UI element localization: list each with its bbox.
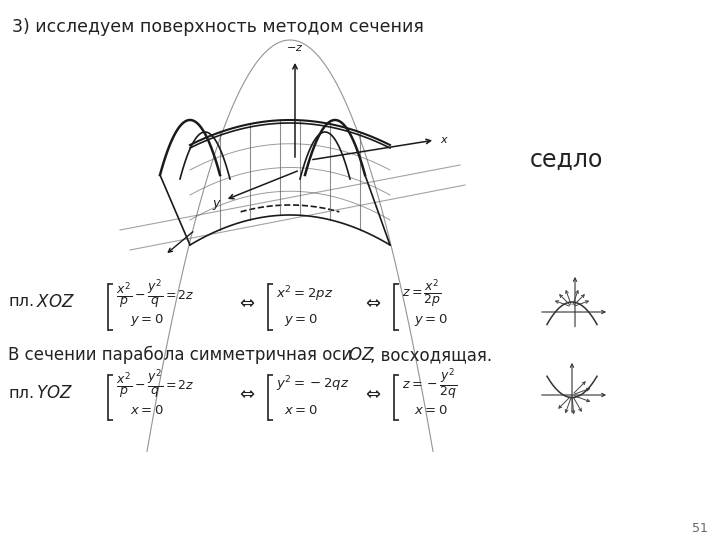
Text: $x^2 = 2pz$: $x^2 = 2pz$ — [276, 284, 333, 304]
Text: $y^2 = -2qz$: $y^2 = -2qz$ — [276, 374, 350, 394]
Text: $\Leftrightarrow$: $\Leftrightarrow$ — [236, 384, 256, 402]
Text: $\mathit{XOZ}$: $\mathit{XOZ}$ — [36, 293, 75, 311]
Text: 3) исследуем поверхность методом сечения: 3) исследуем поверхность методом сечения — [12, 18, 424, 36]
Text: $\Leftrightarrow$: $\Leftrightarrow$ — [362, 384, 382, 402]
Text: $x = 0$: $x = 0$ — [414, 403, 448, 416]
Text: седло: седло — [530, 148, 603, 172]
Text: $\dfrac{x^2}{p} - \dfrac{y^2}{q} = 2z$: $\dfrac{x^2}{p} - \dfrac{y^2}{q} = 2z$ — [116, 277, 194, 310]
Text: $z = \dfrac{x^2}{2p}$: $z = \dfrac{x^2}{2p}$ — [402, 278, 442, 310]
Text: $\mathit{YOZ}$: $\mathit{YOZ}$ — [36, 384, 73, 402]
Text: $z = -\dfrac{y^2}{2q}$: $z = -\dfrac{y^2}{2q}$ — [402, 366, 457, 402]
Text: $y = 0$: $y = 0$ — [414, 312, 448, 328]
Text: $y = 0$: $y = 0$ — [130, 312, 164, 328]
Text: $-z$: $-z$ — [287, 43, 304, 53]
Text: $x$: $x$ — [440, 135, 449, 145]
Text: $\Leftrightarrow$: $\Leftrightarrow$ — [362, 293, 382, 311]
Text: 51: 51 — [692, 522, 708, 535]
Text: пл.: пл. — [8, 386, 34, 401]
Text: пл.: пл. — [8, 294, 34, 309]
Text: $\mathit{OZ}$: $\mathit{OZ}$ — [348, 346, 375, 364]
Text: $\dfrac{x^2}{p} - \dfrac{y^2}{q} = 2z$: $\dfrac{x^2}{p} - \dfrac{y^2}{q} = 2z$ — [116, 367, 194, 401]
Text: $y = 0$: $y = 0$ — [284, 312, 318, 328]
Text: $\Leftrightarrow$: $\Leftrightarrow$ — [236, 293, 256, 311]
Text: $x = 0$: $x = 0$ — [130, 403, 164, 416]
Text: $y$: $y$ — [212, 198, 222, 212]
Text: В сечении парабола симметричная оси: В сечении парабола симметричная оси — [8, 346, 358, 364]
Text: $x = 0$: $x = 0$ — [284, 403, 318, 416]
Text: , восходящая.: , восходящая. — [370, 346, 492, 364]
